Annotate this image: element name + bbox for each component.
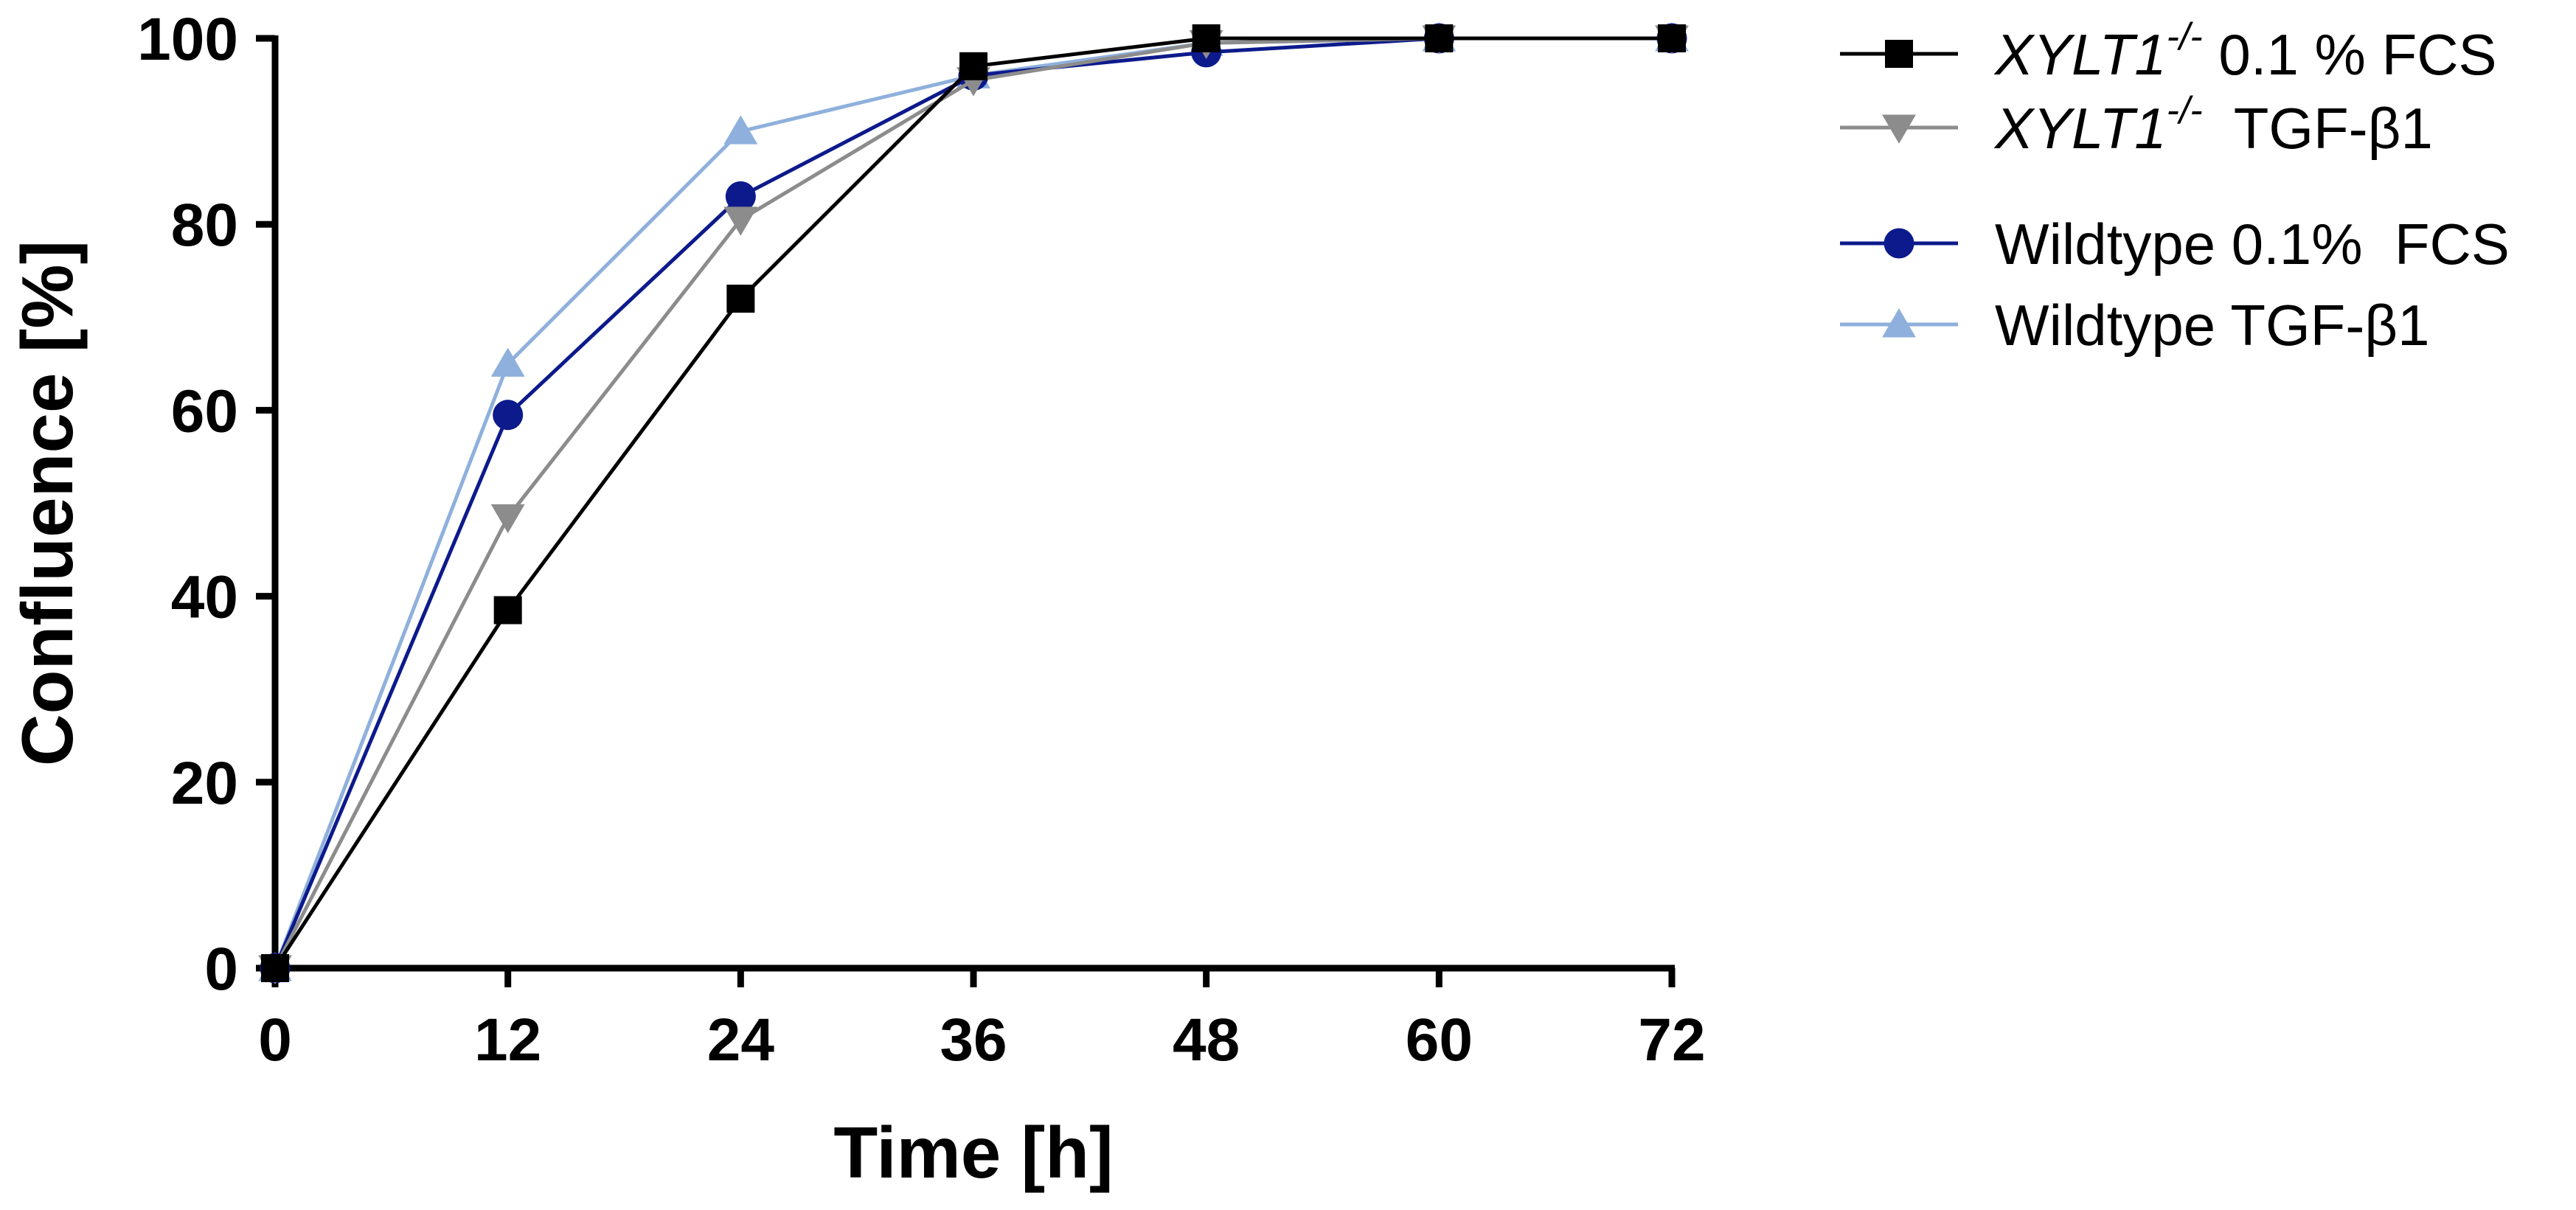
x-tick-label: 12	[474, 1006, 541, 1074]
legend-superscript: -/-	[2167, 15, 2203, 58]
legend-swatch-marker	[1884, 228, 1914, 259]
x-tick-label: 0	[258, 1006, 292, 1074]
x-tick-label: 24	[707, 1006, 775, 1074]
legend-item-3: Wildtype 0.1% FCS	[1840, 212, 2510, 277]
data-point	[1658, 24, 1686, 52]
legend-swatch-marker	[1882, 114, 1916, 144]
legend-item-2: XYLT1-/- TGF-β1	[1840, 89, 2433, 161]
series-layer	[258, 22, 1689, 984]
y-axis-title: Confluence [%]	[7, 240, 88, 766]
y-tick-label: 0	[204, 936, 238, 1003]
legend-item-4: Wildtype TGF-β1	[1840, 293, 2430, 358]
legend-gene-name: XYLT1	[1993, 96, 2167, 161]
data-point	[490, 347, 525, 377]
legend-label: XYLT1-/- 0.1 % FCS	[1993, 15, 2497, 87]
legend-condition: 0.1 % FCS	[2203, 22, 2497, 87]
data-point	[959, 52, 987, 80]
y-tick-label: 80	[171, 192, 238, 259]
x-axis-title: Time [h]	[833, 1112, 1113, 1193]
legend-swatch-marker	[1882, 308, 1916, 338]
data-point	[723, 206, 758, 236]
axes-layer: 0 20 40 60 80 100 0 12 24 36 48 60 72	[137, 6, 1705, 1074]
series-2	[258, 25, 1689, 984]
series-line	[273, 36, 1672, 969]
x-tick-label: 36	[940, 1006, 1007, 1074]
x-tick-label: 72	[1638, 1006, 1705, 1074]
legend-gene-name: XYLT1	[1993, 22, 2167, 87]
y-tick-label: 20	[171, 750, 238, 817]
legend-swatch-marker	[1885, 40, 1913, 68]
series-1	[261, 24, 1686, 982]
data-point	[1425, 24, 1454, 52]
data-point	[493, 596, 522, 625]
data-point	[1192, 24, 1221, 52]
y-tick-label: 60	[171, 378, 238, 445]
y-tick-label: 40	[171, 564, 238, 631]
legend-label: XYLT1-/- TGF-β1	[1993, 89, 2433, 161]
x-tick-label: 60	[1406, 1006, 1473, 1074]
data-point	[490, 504, 525, 534]
series-line	[273, 36, 1672, 970]
series-line	[273, 36, 1672, 969]
legend-item-1: XYLT1-/- 0.1 % FCS	[1840, 15, 2497, 87]
data-point	[493, 400, 524, 431]
data-point	[725, 181, 756, 212]
data-point	[723, 115, 758, 145]
series-line	[273, 36, 1672, 970]
legend-label: Wildtype 0.1% FCS	[1995, 212, 2510, 277]
data-point	[726, 285, 755, 313]
x-tick-label: 48	[1173, 1006, 1240, 1074]
legend-condition: TGF-β1	[2203, 96, 2433, 161]
legend-superscript: -/-	[2167, 89, 2203, 132]
series-3	[260, 23, 1687, 984]
data-point	[261, 954, 289, 982]
y-tick-label: 100	[137, 6, 238, 73]
legend-label: Wildtype TGF-β1	[1995, 293, 2430, 358]
